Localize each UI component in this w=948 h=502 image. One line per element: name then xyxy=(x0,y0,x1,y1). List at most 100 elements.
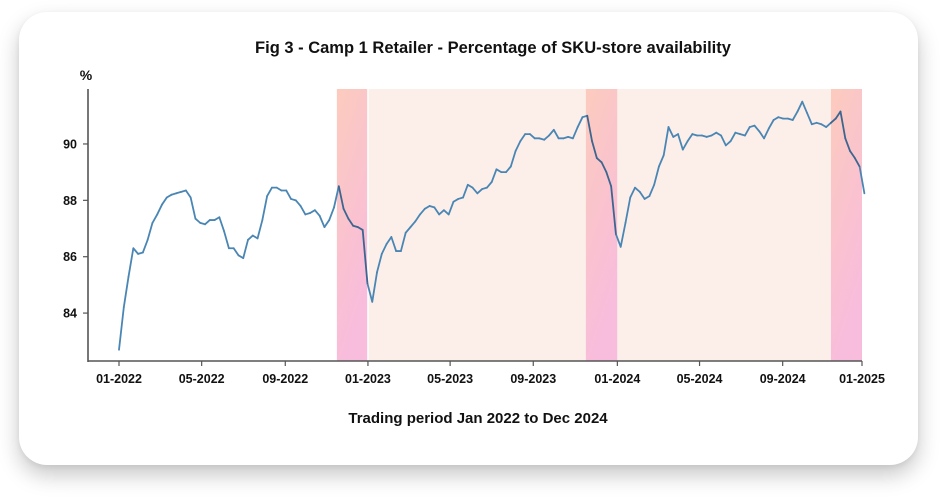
data-point xyxy=(276,187,278,189)
data-point xyxy=(166,196,168,199)
data-line-segment xyxy=(318,214,326,229)
data-point xyxy=(147,239,149,241)
data-line-segment xyxy=(830,117,837,124)
data-line-segment xyxy=(643,195,651,200)
data-point xyxy=(816,122,818,124)
data-line-segment xyxy=(132,247,140,255)
data-point xyxy=(228,247,230,249)
data-point xyxy=(643,198,646,200)
x-tick-label: 01-2023 xyxy=(345,372,391,386)
data-line-segment xyxy=(619,221,627,248)
data-point xyxy=(835,117,837,120)
data-point xyxy=(744,134,746,137)
data-line-group xyxy=(118,100,866,351)
data-line-segment xyxy=(834,110,842,120)
data-line-segment xyxy=(677,133,684,151)
data-point xyxy=(352,225,354,227)
data-point xyxy=(424,208,426,210)
data-line-segment xyxy=(438,209,445,216)
data-line-segment xyxy=(194,217,202,224)
data-line-segment xyxy=(586,114,593,143)
data-point xyxy=(557,137,560,139)
data-line-segment xyxy=(653,165,660,186)
y-axis-ticks: 84 86 88 90 xyxy=(63,137,88,321)
data-line-segment xyxy=(471,186,479,195)
y-axis-unit-label: % xyxy=(80,67,93,83)
data-line-segment xyxy=(390,236,398,252)
data-line-segment xyxy=(146,221,154,241)
data-line-segment xyxy=(519,133,527,143)
data-point xyxy=(414,220,416,223)
data-point xyxy=(261,219,263,221)
data-line-segment xyxy=(323,219,331,229)
data-point xyxy=(204,223,206,225)
data-line-segment xyxy=(796,100,804,113)
data-point xyxy=(859,165,861,168)
data-line-segment xyxy=(409,220,417,229)
data-point xyxy=(806,112,808,114)
data-point xyxy=(725,144,727,146)
data-line-segment xyxy=(858,165,866,195)
data-line-segment xyxy=(118,306,125,351)
data-line-segment xyxy=(767,119,775,130)
data-point xyxy=(581,116,584,118)
data-line-segment xyxy=(490,168,498,183)
data-point xyxy=(290,198,292,200)
data-line-segment xyxy=(328,206,335,221)
data-point xyxy=(481,188,483,190)
data-point xyxy=(577,126,579,128)
data-point xyxy=(247,239,249,241)
data-line-segment xyxy=(223,230,230,250)
x-tick-label: 01-2022 xyxy=(96,372,142,386)
data-point xyxy=(438,213,440,216)
data-point xyxy=(600,161,603,163)
data-line-segment xyxy=(595,157,603,164)
data-line-segment xyxy=(414,213,421,223)
data-point xyxy=(347,218,349,220)
y-tick-label: 86 xyxy=(63,250,77,264)
data-point xyxy=(753,125,756,127)
data-point xyxy=(839,110,842,113)
data-point xyxy=(653,184,655,186)
data-point xyxy=(500,171,502,173)
data-point xyxy=(156,213,158,216)
data-point xyxy=(825,126,827,128)
data-line-segment xyxy=(820,123,828,128)
data-point xyxy=(180,191,182,193)
data-point xyxy=(624,222,627,224)
data-point xyxy=(863,192,865,194)
data-line-segment xyxy=(314,209,321,217)
data-point xyxy=(519,140,521,142)
data-line-segment xyxy=(261,195,269,221)
data-point xyxy=(118,349,120,351)
data-line-segment xyxy=(715,131,722,137)
campaign-period-band xyxy=(830,89,862,361)
data-point xyxy=(161,203,163,206)
data-point xyxy=(634,187,636,189)
data-point xyxy=(620,246,622,248)
data-line-segment xyxy=(552,128,560,140)
data-point xyxy=(677,133,679,135)
data-point xyxy=(682,149,684,151)
data-line-segment xyxy=(605,171,613,188)
x-tick-label: 05-2024 xyxy=(677,372,723,386)
data-point xyxy=(782,117,784,120)
x-tick-label: 09-2023 xyxy=(510,372,556,386)
data-point xyxy=(123,306,125,309)
data-point xyxy=(734,132,736,134)
data-point xyxy=(667,126,670,128)
data-point xyxy=(739,133,741,135)
data-line-segment xyxy=(256,219,264,240)
data-point xyxy=(730,140,732,142)
data-line-segment xyxy=(299,205,307,216)
data-point xyxy=(715,132,717,134)
data-point xyxy=(830,122,832,124)
data-point xyxy=(280,189,283,192)
data-line-segment xyxy=(165,193,173,199)
data-line-segment xyxy=(204,219,211,226)
data-point xyxy=(854,157,856,159)
data-line-segment xyxy=(242,238,249,260)
data-point xyxy=(591,140,593,142)
data-line-segment xyxy=(309,209,316,214)
data-line-segment xyxy=(801,100,808,114)
